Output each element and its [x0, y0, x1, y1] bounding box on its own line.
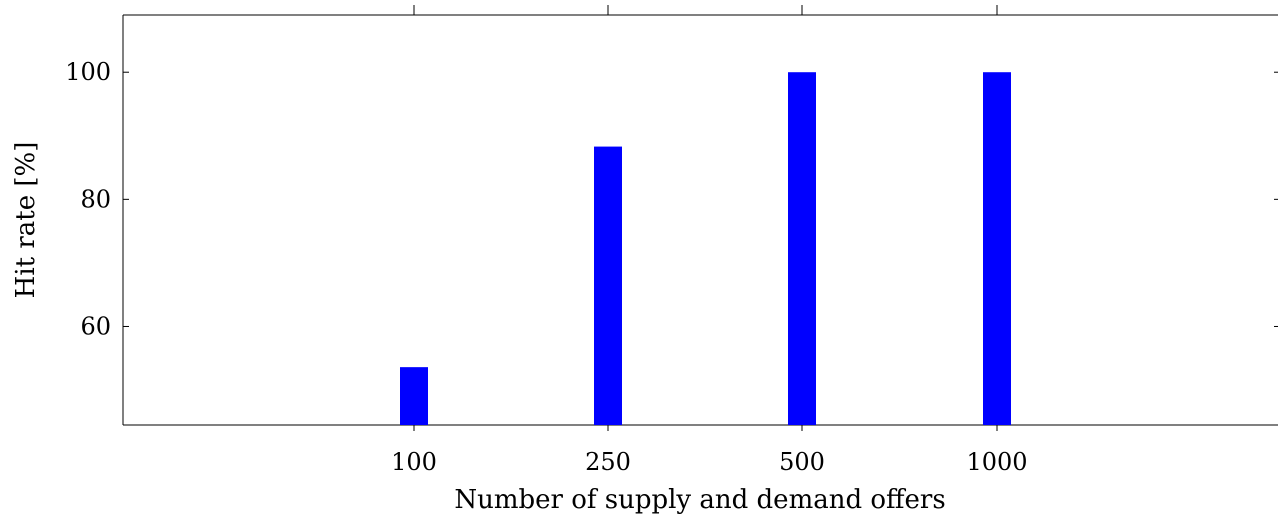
x-axis-label: Number of supply and demand offers	[454, 485, 945, 515]
y-ticks-group: 60 80 100	[65, 58, 1278, 340]
x-tick-label: 250	[585, 448, 631, 476]
y-axis-label: Hit rate [%]	[11, 142, 41, 299]
x-tick-label: 500	[779, 448, 825, 476]
x-tick-label: 1000	[966, 448, 1027, 476]
bar-250	[594, 146, 622, 425]
bar-100	[400, 367, 428, 425]
bars-group	[400, 72, 1011, 426]
y-tick-label: 100	[65, 58, 111, 86]
y-tick-label: 80	[80, 185, 111, 213]
x-tick-label: 100	[391, 448, 437, 476]
plot-frame	[122, 14, 1278, 426]
x-ticks-group: 100 250 500 1000	[391, 5, 1028, 476]
bar-500	[788, 72, 816, 426]
bar-1000	[983, 72, 1011, 426]
y-tick-label: 60	[80, 312, 111, 340]
